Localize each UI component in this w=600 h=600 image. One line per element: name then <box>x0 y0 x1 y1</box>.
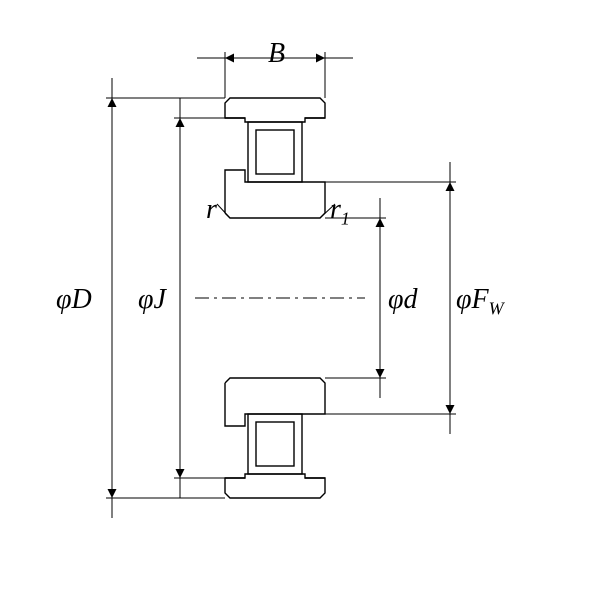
label-Fw: φFW <box>456 286 504 318</box>
label-r1: r1 <box>330 196 350 228</box>
label-B: B <box>268 40 285 68</box>
label-r: r <box>206 196 217 224</box>
label-D: φD <box>56 286 92 314</box>
label-J: φJ <box>138 286 166 314</box>
label-d: φd <box>388 286 418 314</box>
